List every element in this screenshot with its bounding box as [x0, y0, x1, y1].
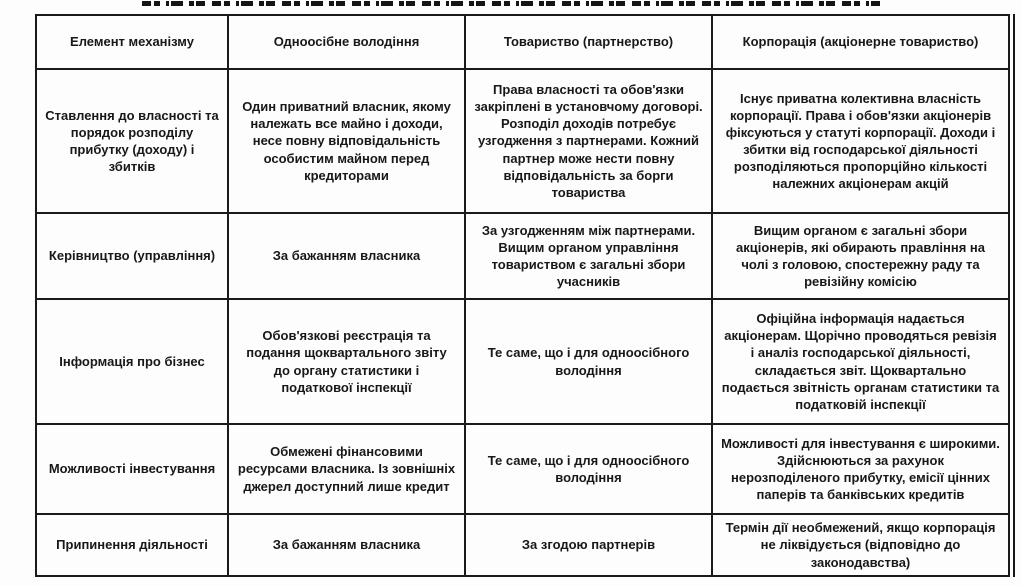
cell-ownership-corporation: Існує приватна колективна власність корп… [711, 68, 1010, 214]
row-label-management: Керівництво (управління) [35, 212, 229, 300]
cell-information-sole: Обов'язкові реєстрація та подання щоквар… [227, 298, 466, 425]
table-row-information: Інформація про бізнес Обов'язкові реєстр… [35, 298, 1010, 425]
header-partnership: Товариство (партнерство) [464, 14, 713, 70]
table-row-termination: Припинення діяльності За бажанням власни… [35, 513, 1010, 577]
cell-termination-partnership: За згодою партнерів [464, 513, 713, 577]
header-row: Елемент механізму Одноосібне володіння Т… [35, 14, 1010, 70]
clipped-title-glyph-bottoms [142, 1, 880, 6]
cell-investment-sole: Обмежені фінансовими ресурсами власника.… [227, 423, 466, 515]
cell-management-sole: За бажанням власника [227, 212, 466, 300]
table-row-ownership: Ставлення до власності та порядок розпод… [35, 68, 1010, 214]
header-element-mechanism: Елемент механізму [35, 14, 229, 70]
table-row-management: Керівництво (управління) За бажанням вла… [35, 212, 1010, 300]
clipped-page-title [142, 0, 880, 7]
cell-information-partnership: Те саме, що і для одноосібного володіння [464, 298, 713, 425]
header-corporation: Корпорація (акціонерне товариство) [711, 14, 1010, 70]
cell-ownership-partnership: Права власності та обов'язки закріплені … [464, 68, 713, 214]
cell-investment-corporation: Можливості для інвестування є широкими. … [711, 423, 1010, 515]
business-forms-comparison-table: Елемент механізму Одноосібне володіння Т… [35, 14, 1010, 577]
header-sole-proprietorship: Одноосібне володіння [227, 14, 466, 70]
cell-termination-sole: За бажанням власника [227, 513, 466, 577]
cell-ownership-sole: Один приватний власник, якому належать в… [227, 68, 466, 214]
table-row-investment: Можливості інвестування Обмежені фінансо… [35, 423, 1010, 515]
row-label-investment: Можливості інвестування [35, 423, 229, 515]
cell-management-partnership: За узгодженням між партнерами. Вищим орг… [464, 212, 713, 300]
cell-investment-partnership: Те саме, що і для одноосібного володіння [464, 423, 713, 515]
row-label-information: Інформація про бізнес [35, 298, 229, 425]
cell-termination-corporation: Термін дії необмежений, якщо корпорація … [711, 513, 1010, 577]
cell-management-corporation: Вищим органом є загальні збори акціонері… [711, 212, 1010, 300]
cell-information-corporation: Офіційна інформація надається акціонерам… [711, 298, 1010, 425]
row-label-termination: Припинення діяльності [35, 513, 229, 577]
comparison-table-wrapper: Елемент механізму Одноосібне володіння Т… [35, 14, 1015, 577]
row-label-ownership: Ставлення до власності та порядок розпод… [35, 68, 229, 214]
